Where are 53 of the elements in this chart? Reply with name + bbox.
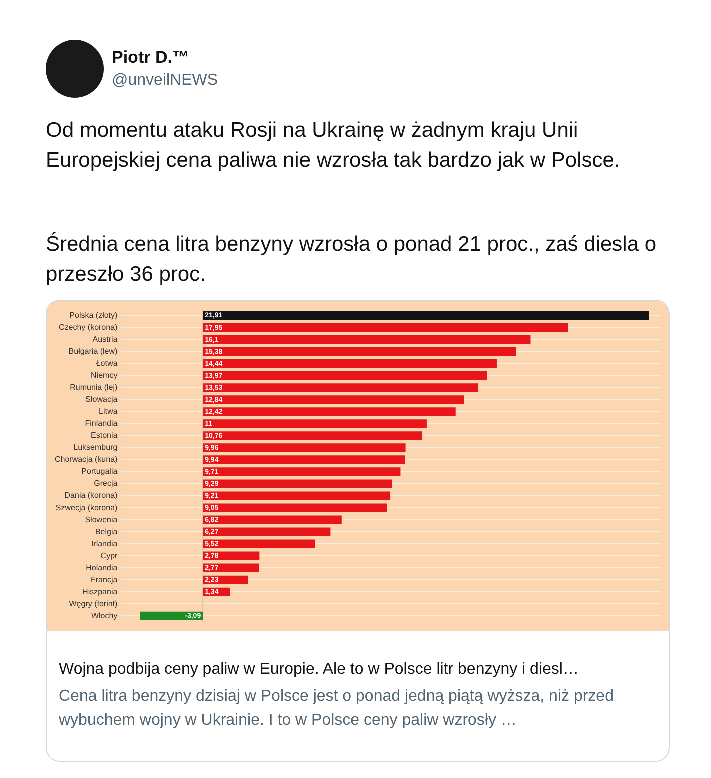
y-tick-label: Rumunia (lej) [70, 383, 118, 392]
y-tick-label: Szwecja (korona) [56, 503, 118, 512]
y-tick-label: Holandia [86, 563, 118, 572]
bar [203, 420, 427, 428]
y-tick-label: Chorwacja (kuna) [54, 455, 118, 464]
y-tick-label: Hiszpania [82, 587, 118, 596]
bar [203, 372, 488, 380]
y-tick-label: Węgry (forint) [69, 599, 118, 608]
bar [203, 492, 391, 500]
y-tick-label: Łotwa [96, 359, 118, 368]
y-tick-label: Francja [91, 575, 118, 584]
bar [203, 468, 401, 476]
y-tick-label: Polska (złoty) [70, 311, 118, 320]
y-tick-label: Estonia [91, 431, 118, 440]
y-tick-label: Czechy (korona) [59, 323, 118, 332]
text: Cena litra benzyny dzisiaj w Polsce jest o ponad jedną piątą wyższa, niż przed wybuchem wojny w Ukrainie. I to w Polsce ceny paliw wzrosły … [58, 687, 615, 731]
bar [203, 408, 456, 416]
bar [203, 528, 331, 536]
y-tick-label: Litwa [99, 407, 118, 416]
bar [203, 480, 392, 488]
y-tick-label: Słowacja [86, 395, 118, 404]
text: Od momentu ataku Rosji na Ukrainę w żadnym kraju Unii Europejskiej cena paliwa nie wzrosła tak bardzo jak w Polsce. [46, 118, 622, 174]
y-tick-label: Luksemburg [74, 443, 118, 452]
y-tick-label: Portugalia [82, 467, 118, 476]
bar [203, 504, 388, 512]
text: @unveilNEWS [112, 72, 218, 90]
y-tick-label: Finlandia [85, 419, 118, 428]
bar [203, 348, 516, 356]
bar [203, 516, 342, 524]
bar [203, 311, 649, 320]
bar [203, 324, 568, 332]
y-tick-label: Cypr [100, 551, 118, 560]
bar [203, 384, 478, 392]
text: Piotr D.™ [112, 48, 190, 68]
y-tick-label: Irlandia [91, 539, 118, 548]
y-tick-label: Grecja [94, 479, 118, 488]
y-tick-label: Włochy [91, 611, 118, 620]
y-tick-label: Belgia [95, 527, 118, 536]
bar [203, 396, 464, 404]
bar [203, 336, 531, 344]
bar [203, 444, 406, 452]
bar [203, 432, 422, 440]
y-tick-label: Austria [92, 335, 118, 344]
bar [203, 540, 316, 548]
y-tick-label: Niemcy [91, 371, 118, 380]
bar [203, 564, 260, 572]
y-tick-label: Dania (korona) [64, 491, 118, 500]
y-tick-label: Bułgaria (lew) [68, 347, 118, 356]
text: Wojna podbija ceny paliw w Europie. Ale to w Polsce litr benzyny i diesl… [58, 660, 580, 679]
y-tick-label: Słowenia [85, 515, 118, 524]
bar [203, 456, 406, 464]
text: Średnia cena litra benzyny wzrosła o ponad 21 proc., zaś diesla o przeszło 36 proc. [46, 231, 658, 288]
bar [203, 360, 497, 368]
